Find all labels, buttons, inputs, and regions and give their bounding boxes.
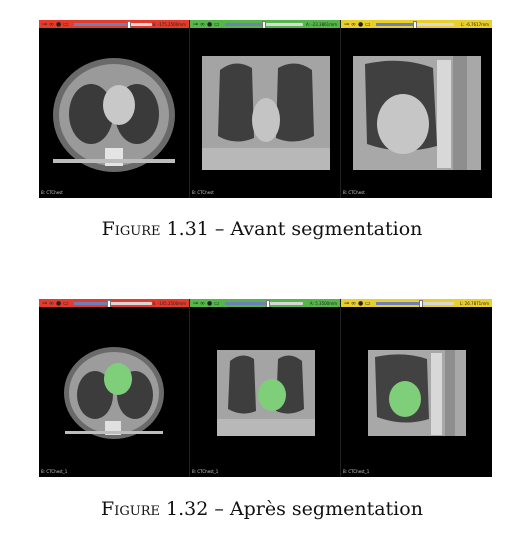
slice-slider[interactable] bbox=[225, 299, 303, 309]
eye-icon[interactable]: ● bbox=[56, 20, 62, 28]
sagittal-toolbar: ⊸ ∞ ● ▭ L: -6.7617mm bbox=[341, 20, 492, 30]
axial-ct-image[interactable]: B: CTChest_1 bbox=[39, 307, 189, 477]
eye-icon[interactable]: ● bbox=[358, 20, 364, 28]
slice-slider[interactable] bbox=[376, 20, 454, 30]
sagittal-viewer[interactable]: ⊸ ∞ ● ▭ L: -6.7617mm B: CTChest bbox=[341, 20, 492, 198]
slice-slider[interactable] bbox=[74, 20, 152, 30]
segmentation-overlay bbox=[389, 381, 421, 417]
pin-icon[interactable]: ⊸ bbox=[344, 20, 350, 28]
link-icon[interactable]: ∞ bbox=[200, 20, 205, 28]
window-icon[interactable]: ▭ bbox=[214, 20, 220, 28]
caption-dash: – bbox=[214, 218, 225, 240]
caption-text: Avant segmentation bbox=[230, 218, 423, 240]
coronal-viewer[interactable]: ⊸ ∞ ● ▭ A: 5.3500mm B: CTChest_1 bbox=[190, 299, 341, 477]
link-icon[interactable]: ∞ bbox=[351, 20, 356, 28]
figure-number: Figure 1.32 bbox=[101, 498, 209, 520]
figure-caption-1: Figure 1.31 – Avant segmentation bbox=[0, 218, 524, 240]
caption-dash: – bbox=[214, 498, 224, 520]
window-icon[interactable]: ▭ bbox=[63, 299, 69, 307]
axial-viewer[interactable]: ⊸ ∞ ● ▭ S: -175.2500mm B: CTChest bbox=[39, 20, 190, 198]
slice-readout: A: -23.3861mm bbox=[305, 21, 337, 27]
viewer-row-before: ⊸ ∞ ● ▭ S: -175.2500mm B: CTChest bbox=[39, 20, 492, 198]
pin-icon[interactable]: ⊸ bbox=[193, 299, 199, 307]
sagittal-toolbar: ⊸ ∞ ● ▭ L: 26.7871mm bbox=[341, 299, 492, 309]
eye-icon[interactable]: ● bbox=[207, 299, 213, 307]
coronal-viewer[interactable]: ⊸ ∞ ● ▭ A: -23.3861mm B: CTChest bbox=[190, 20, 341, 198]
segmentation-overlay bbox=[258, 379, 286, 411]
slice-readout: S: -175.2500mm bbox=[152, 21, 186, 27]
figure-number: Figure 1.31 bbox=[101, 218, 209, 240]
sagittal-viewer[interactable]: ⊸ ∞ ● ▭ L: 26.7871mm B: CTChest_1 bbox=[341, 299, 492, 477]
pin-icon[interactable]: ⊸ bbox=[42, 20, 48, 28]
slice-slider[interactable] bbox=[376, 299, 454, 309]
coronal-ct-image[interactable]: B: CTChest bbox=[190, 28, 340, 198]
coronal-toolbar: ⊸ ∞ ● ▭ A: 5.3500mm bbox=[190, 299, 340, 309]
window-icon[interactable]: ▭ bbox=[365, 299, 371, 307]
caption-text: Après segmentation bbox=[229, 498, 423, 520]
window-icon[interactable]: ▭ bbox=[214, 299, 220, 307]
viewer-row-after: ⊸ ∞ ● ▭ S: -145.2500mm B: CTChest_1 bbox=[39, 299, 492, 477]
volume-label: B: CTChest_1 bbox=[343, 469, 370, 474]
link-icon[interactable]: ∞ bbox=[49, 299, 54, 307]
axial-viewer[interactable]: ⊸ ∞ ● ▭ S: -145.2500mm B: CTChest_1 bbox=[39, 299, 190, 477]
volume-label: B: CTChest bbox=[343, 190, 365, 195]
eye-icon[interactable]: ● bbox=[56, 299, 62, 307]
axial-toolbar: ⊸ ∞ ● ▭ S: -175.2500mm bbox=[39, 20, 189, 30]
link-icon[interactable]: ∞ bbox=[351, 299, 356, 307]
eye-icon[interactable]: ● bbox=[207, 20, 213, 28]
pin-icon[interactable]: ⊸ bbox=[42, 299, 48, 307]
link-icon[interactable]: ∞ bbox=[200, 299, 205, 307]
figure-caption-2: Figure 1.32 – Après segmentation bbox=[0, 498, 524, 520]
window-icon[interactable]: ▭ bbox=[365, 20, 371, 28]
slice-slider[interactable] bbox=[225, 20, 303, 30]
segmentation-overlay bbox=[104, 363, 132, 395]
pin-icon[interactable]: ⊸ bbox=[344, 299, 350, 307]
axial-ct-image[interactable]: B: CTChest bbox=[39, 28, 189, 198]
coronal-toolbar: ⊸ ∞ ● ▭ A: -23.3861mm bbox=[190, 20, 340, 30]
volume-label: B: CTChest_1 bbox=[41, 469, 68, 474]
coronal-ct-image[interactable]: B: CTChest_1 bbox=[190, 307, 340, 477]
volume-label: B: CTChest bbox=[41, 190, 63, 195]
slice-slider[interactable] bbox=[74, 299, 152, 309]
sagittal-ct-image[interactable]: B: CTChest_1 bbox=[341, 307, 492, 477]
slice-readout: A: 5.3500mm bbox=[309, 300, 337, 306]
link-icon[interactable]: ∞ bbox=[49, 20, 54, 28]
axial-toolbar: ⊸ ∞ ● ▭ S: -145.2500mm bbox=[39, 299, 189, 309]
volume-label: B: CTChest_1 bbox=[192, 469, 219, 474]
eye-icon[interactable]: ● bbox=[358, 299, 364, 307]
sagittal-ct-image[interactable]: B: CTChest bbox=[341, 28, 492, 198]
slice-readout: L: -6.7617mm bbox=[460, 21, 489, 27]
volume-label: B: CTChest bbox=[192, 190, 214, 195]
pin-icon[interactable]: ⊸ bbox=[193, 20, 199, 28]
slice-readout: S: -145.2500mm bbox=[152, 300, 186, 306]
window-icon[interactable]: ▭ bbox=[63, 20, 69, 28]
slice-readout: L: 26.7871mm bbox=[459, 300, 489, 306]
